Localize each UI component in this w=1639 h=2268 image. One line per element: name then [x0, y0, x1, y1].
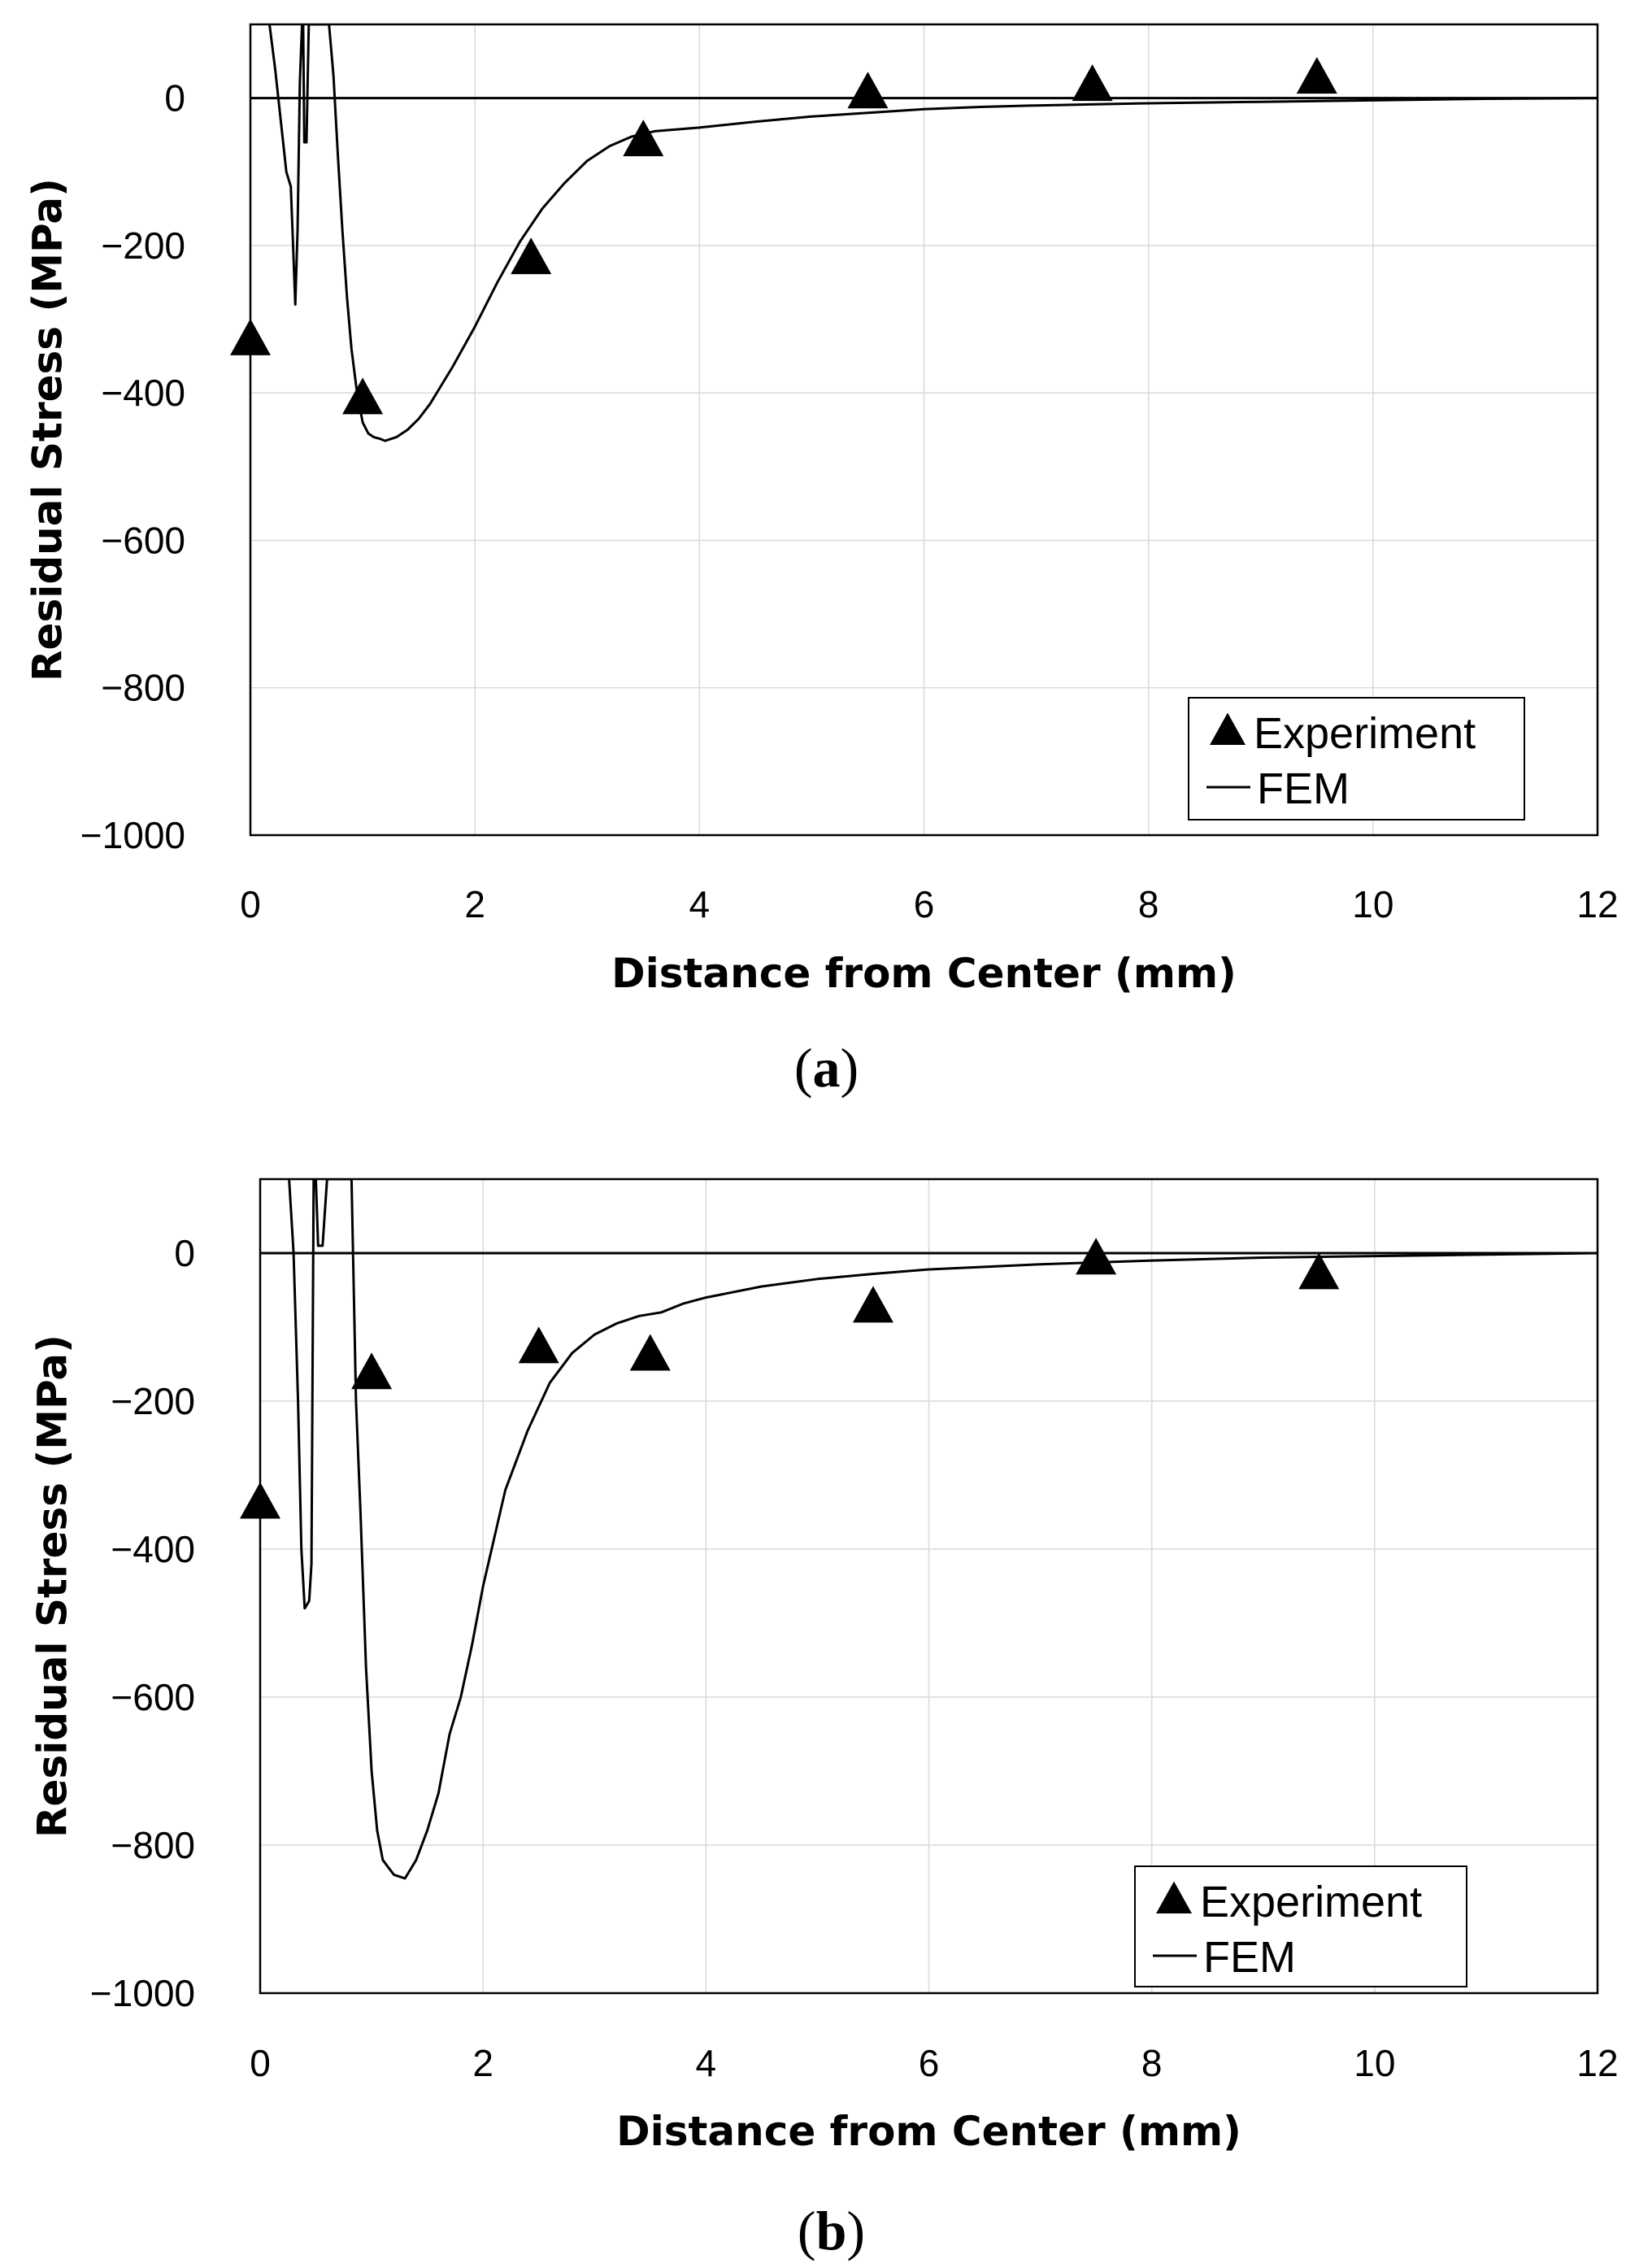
panel-caption-b: (b): [798, 2200, 865, 2261]
legend-experiment-label-a: Experiment: [1254, 709, 1476, 758]
panel-b: 0 2 4 6 8 10 12 0 −200 −400 −600 −800 −1000 Distanc…: [29, 1178, 1619, 2261]
legend-fem-label-b: FEM: [1203, 1933, 1296, 1982]
legend-fem-label-a: FEM: [1257, 764, 1350, 813]
experiment-point: [1298, 1252, 1340, 1290]
y-tick-label: 0: [164, 77, 185, 120]
x-tick-label: 0: [250, 2042, 271, 2084]
fem-line: [288, 1179, 1598, 1880]
legend-box-b: [1134, 1865, 1467, 1987]
y-tick-label: −800: [111, 1824, 195, 1866]
x-tick-labels-a: 0 2 4 6 8 10 12: [240, 883, 1618, 925]
y-tick-labels-a: 0 −200 −400 −600 −800 −1000: [80, 77, 185, 856]
experiment-point: [230, 318, 271, 355]
x-axis-title-b: Distance from Center (mm): [616, 2108, 1241, 2155]
legend-a: Experiment FEM: [1188, 697, 1525, 821]
x-tick-label: 2: [472, 2042, 493, 2084]
legend-experiment-marker-a: [1210, 712, 1246, 746]
experiment-point: [351, 1352, 393, 1390]
experiment-point: [342, 377, 384, 415]
x-tick-label: 4: [696, 2042, 717, 2084]
y-tick-label: −200: [111, 1380, 195, 1422]
experiment-series-a: [230, 57, 1337, 415]
y-tick-label: −200: [101, 224, 185, 267]
y-tick-labels-b: 0 −200 −400 −600 −800 −1000: [90, 1232, 195, 2014]
y-tick-label: 0: [174, 1232, 195, 1274]
y-tick-label: −1000: [90, 1972, 195, 2014]
panel-caption-letter-a: a: [813, 1037, 841, 1099]
experiment-point: [629, 1334, 671, 1371]
y-axis-title-b: Residual Stress (MPa): [29, 1334, 76, 1838]
experiment-point: [852, 1286, 893, 1323]
experiment-series-b: [240, 1238, 1340, 1519]
x-tick-label: 8: [1138, 883, 1159, 925]
y-tick-label: −1000: [80, 814, 185, 856]
experiment-point: [1072, 64, 1113, 102]
legend-b: Experiment FEM: [1134, 1865, 1467, 1987]
legend-experiment-marker-b: [1156, 1881, 1192, 1914]
experiment-point: [847, 72, 889, 109]
x-tick-labels-b: 0 2 4 6 8 10 12: [250, 2042, 1618, 2084]
experiment-point: [511, 237, 552, 275]
x-tick-label: 10: [1354, 2042, 1395, 2084]
x-tick-label: 4: [689, 883, 711, 925]
y-tick-label: −400: [101, 372, 185, 414]
plot-area-frame-b: [259, 1178, 1599, 1995]
y-tick-label: −600: [111, 1676, 195, 1718]
y-tick-label: −800: [101, 667, 185, 709]
x-tick-label: 12: [1576, 2042, 1618, 2084]
panel-a: 0 2 4 6 8 10 12 0 −200 −400 −600 −800 −1000 Distanc…: [24, 23, 1619, 1099]
y-tick-label: −600: [101, 519, 185, 561]
legend-box-a: [1188, 697, 1525, 821]
experiment-point: [1296, 57, 1337, 94]
fem-series-b: [288, 1179, 1598, 1880]
fem-line: [268, 24, 1598, 442]
panel-caption-letter-b: b: [816, 2200, 847, 2261]
x-tick-label: 8: [1141, 2042, 1163, 2084]
experiment-point: [240, 1482, 280, 1519]
x-axis-title-a: Distance from Center (mm): [611, 950, 1237, 997]
y-axis-title-a: Residual Stress (MPa): [24, 178, 72, 681]
experiment-point: [518, 1326, 559, 1364]
x-tick-label: 0: [240, 883, 261, 925]
experiment-point: [623, 120, 664, 157]
y-tick-label: −400: [111, 1528, 195, 1570]
x-tick-label: 2: [464, 883, 485, 925]
x-tick-label: 12: [1576, 883, 1618, 925]
panel-caption-a: (a): [794, 1037, 859, 1099]
plot-area-frame-a: [249, 23, 1599, 837]
x-tick-label: 6: [919, 2042, 940, 2084]
legend-experiment-label-b: Experiment: [1200, 1878, 1422, 1926]
x-tick-label: 6: [914, 883, 935, 925]
experiment-point: [1076, 1238, 1117, 1275]
fem-series-a: [268, 24, 1598, 442]
x-tick-label: 10: [1352, 883, 1393, 925]
